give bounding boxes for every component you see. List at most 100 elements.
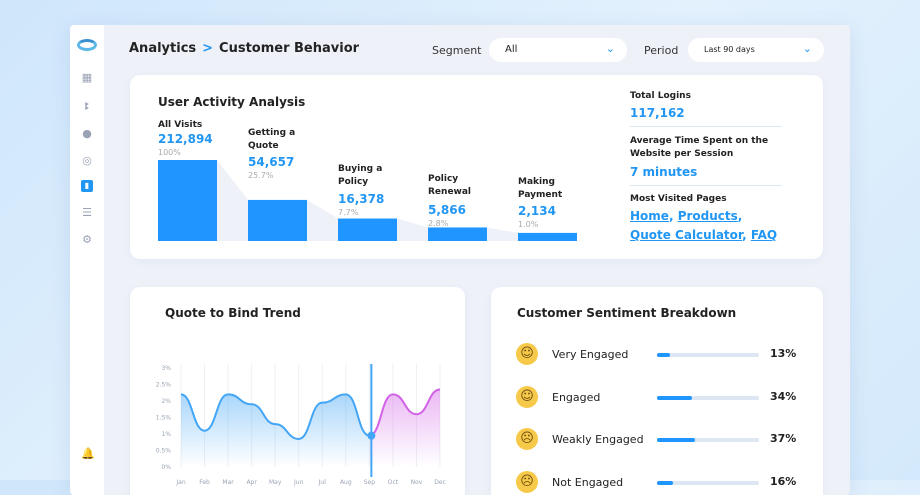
avg-time-value: 7 minutes — [630, 165, 698, 179]
x-tick-label: Feb — [199, 479, 210, 486]
neutral-face-icon: ☹ — [516, 470, 538, 493]
funnel-step-pct: 1.0% — [518, 220, 539, 229]
analytics-icon[interactable]: ▮ — [81, 180, 93, 192]
x-tick-label: Nov — [411, 479, 423, 486]
sentiment-bar-fill — [657, 395, 692, 400]
period-label: Period — [644, 44, 679, 57]
dashboard-icon[interactable]: ▦ — [81, 71, 93, 84]
users-icon[interactable]: ꔪ — [84, 100, 90, 113]
period-value: Last 90 days — [704, 45, 755, 54]
sentiment-pct: 16% — [770, 474, 797, 488]
target-icon[interactable]: ◎ — [82, 154, 92, 167]
sentiment-label: Not Engaged — [552, 475, 624, 489]
total-logins-value: 117,162 — [630, 106, 685, 120]
sentiment-label: Very Engaged — [552, 348, 629, 361]
link-products[interactable]: Products — [677, 209, 738, 223]
sentiment-row: ☺ Engaged 34% — [516, 385, 806, 410]
funnel-step-label: Making Payment — [518, 177, 563, 200]
funnel-connector — [487, 227, 518, 241]
sidebar: ▦ ꔪ ● ◎ ▮ ☰ ⚙ 🔔 — [70, 25, 104, 495]
segment-value: All — [505, 44, 518, 55]
y-tick-label: 2% — [161, 398, 171, 405]
funnel-step-pct: 7.7% — [338, 208, 359, 217]
sentiment-row: ☹ Not Engaged 16% — [516, 470, 806, 495]
y-tick-label: 0% — [161, 464, 171, 471]
x-tick-label: Apr — [246, 479, 257, 486]
funnel-connector — [397, 218, 428, 241]
series-line — [180, 393, 370, 440]
funnel-connector — [217, 160, 248, 241]
user-activity-card: User Activity Analysis All Visits 212,894… — [130, 75, 823, 259]
x-tick-label: Oct — [388, 479, 399, 486]
y-tick-label: 1.5% — [156, 415, 172, 422]
sentiment-bar — [657, 438, 759, 442]
sliders-icon[interactable]: ☰ — [82, 206, 92, 219]
sentiment-bar — [657, 353, 759, 357]
funnel-step-value: 5,866 — [428, 203, 466, 217]
slight-smile-icon: ☺ — [516, 385, 538, 408]
card-title: User Activity Analysis — [158, 95, 306, 109]
pie-icon[interactable]: ● — [82, 127, 92, 140]
funnel-step-value: 2,134 — [518, 204, 556, 218]
x-tick-label: Mar — [222, 479, 234, 486]
funnel-step-label: Policy Renewal — [428, 174, 472, 197]
segment-select[interactable]: All ⌄ — [489, 38, 627, 62]
sentiment-card: Customer Sentiment Breakdown ☺ Very Engag… — [491, 287, 823, 495]
chevron-down-icon: ⌄ — [802, 42, 812, 55]
funnel-step-pct: 100% — [158, 148, 181, 157]
sentiment-pct: 37% — [770, 432, 797, 445]
logo-icon — [77, 39, 97, 51]
y-tick-label: 3% — [161, 365, 171, 372]
divider — [630, 185, 782, 186]
link-home[interactable]: Home — [630, 209, 669, 223]
funnel-bar — [518, 232, 577, 241]
breadcrumb-separator: > — [202, 41, 214, 56]
sentiment-bar-fill — [657, 353, 671, 357]
sentiment-bar — [657, 480, 759, 485]
sentiment-label: Weakly Engaged — [552, 433, 644, 446]
x-tick-label: Jun — [293, 479, 304, 486]
x-tick-label: Aug — [340, 479, 352, 486]
funnel-step-label: Buying a Policy — [338, 164, 383, 187]
sentiment-bar-fill — [657, 480, 674, 485]
series-area — [181, 394, 370, 467]
notification-bell-icon[interactable]: 🔔 — [81, 447, 95, 460]
sentiment-label: Engaged — [552, 390, 601, 404]
marker-point — [367, 431, 376, 440]
period-select[interactable]: Last 90 days ⌄ — [688, 38, 824, 62]
breadcrumb-analytics[interactable]: Analytics — [129, 41, 197, 56]
funnel-bar — [248, 199, 307, 241]
breadcrumb: Analytics > Customer Behavior — [129, 41, 359, 56]
funnel-bar — [428, 227, 487, 241]
link-quote-calculator[interactable]: Quote Calculator — [630, 228, 743, 242]
funnel-chart — [158, 160, 577, 241]
sentiment-bar-fill — [657, 438, 695, 442]
trend-chart: Jan Feb Mar Apr May Jun Jul Aug Sep Oct Nov Dec 0% 0.… — [156, 364, 446, 486]
card-title: Quote to Bind Trend — [165, 306, 301, 320]
funnel-bar — [338, 218, 397, 241]
app-window: ▦ ꔪ ● ◎ ▮ ☰ ⚙ 🔔 Analytics > Customer Behav… — [70, 25, 850, 495]
confused-face-icon: ☹ — [516, 428, 538, 450]
sentiment-row: ☺ Very Engaged 13% — [516, 343, 806, 367]
sentiment-bar — [657, 395, 759, 400]
settings-icon[interactable]: ⚙ — [82, 233, 92, 246]
funnel-step-value: 54,657 — [248, 155, 295, 169]
y-tick-label: 1% — [161, 431, 171, 438]
x-tick-label: Sep — [364, 479, 376, 486]
funnel-step-label: Getting a Quote — [248, 128, 296, 151]
funnel-step-value: 16,378 — [338, 192, 385, 206]
y-tick-label: 0.5% — [156, 448, 172, 455]
link-faq[interactable]: FAQ — [750, 228, 778, 242]
breadcrumb-current: Customer Behavior — [219, 41, 360, 56]
x-tick-label: Dec — [434, 479, 446, 486]
quote-to-bind-card: Quote to Bind Trend Jan Feb Mar Apr May Jun Ju… — [130, 287, 465, 495]
divider — [630, 126, 782, 127]
funnel-step-pct: 2.8% — [428, 219, 449, 228]
x-tick-label: Jul — [318, 479, 327, 486]
x-tick-label: May — [269, 479, 282, 486]
funnel-bar — [158, 160, 217, 241]
funnel-step-value: 212,894 — [158, 132, 213, 146]
y-tick-label: 2.5% — [156, 382, 172, 389]
series-line — [369, 388, 441, 437]
avg-time-label: Average Time Spent on the Website per Se… — [630, 136, 769, 159]
